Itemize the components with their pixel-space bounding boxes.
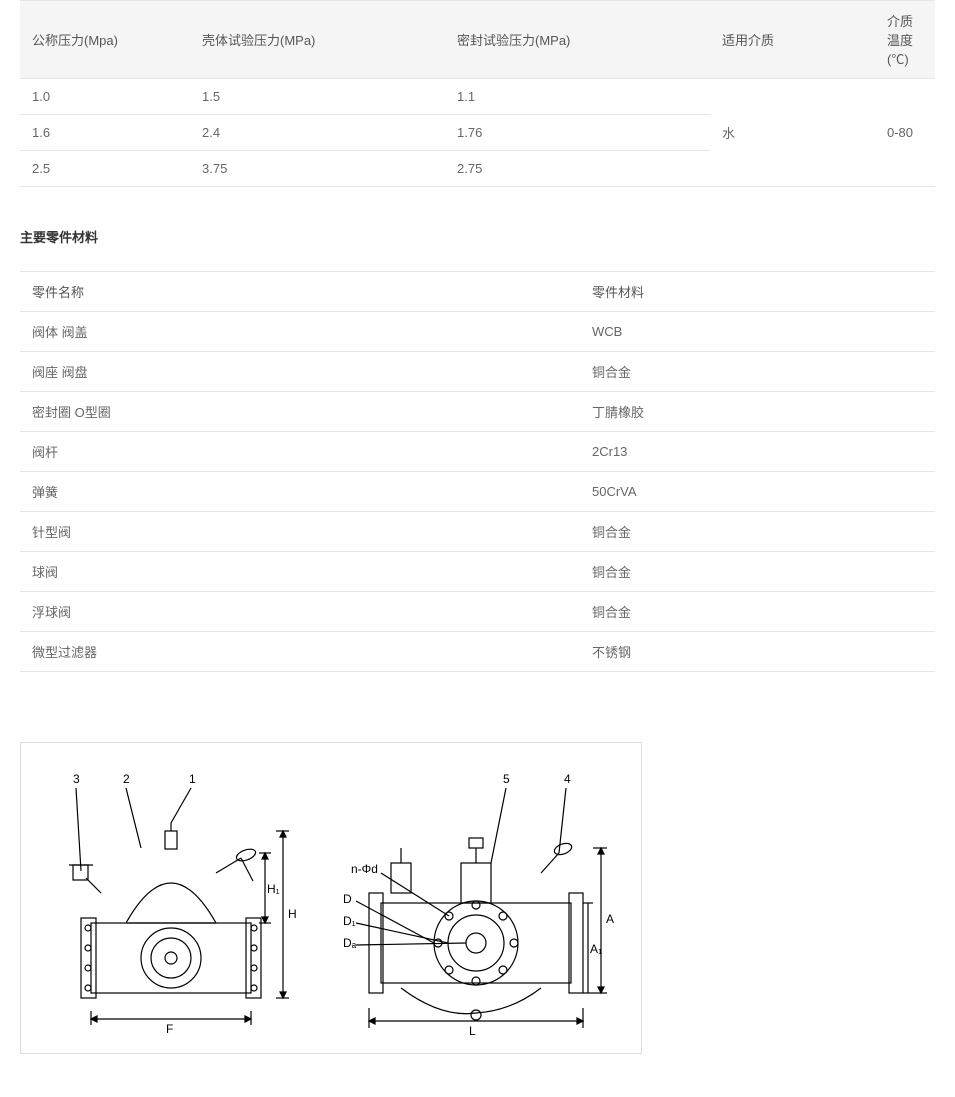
table-row: 球阀铜合金: [20, 552, 935, 592]
table-row: 针型阀铜合金: [20, 512, 935, 552]
materials-table: 零件名称 零件材料 阀体 阀盖WCB阀座 阀盘铜合金密封圈 O型圈丁腈橡胶阀杆2…: [20, 271, 935, 672]
label-H: H: [288, 907, 297, 921]
cell: 50CrVA: [580, 472, 935, 512]
table-row: 阀座 阀盘铜合金: [20, 352, 935, 392]
label-D: D: [343, 892, 352, 906]
cell: 不锈钢: [580, 632, 935, 672]
table-row: 弹簧50CrVA: [20, 472, 935, 512]
col-header: 适用介质: [710, 1, 875, 79]
cell: 铜合金: [580, 552, 935, 592]
cell: 阀杆: [20, 432, 580, 472]
cell: 铜合金: [580, 592, 935, 632]
cell: 密封圈 O型圈: [20, 392, 580, 432]
label-D2: Dₐ: [343, 936, 357, 950]
label-5: 5: [503, 772, 510, 786]
cell: 针型阀: [20, 512, 580, 552]
col-header: 公称压力(Mpa): [20, 1, 190, 79]
cell: 2.5: [20, 151, 190, 187]
materials-title: 主要零件材料: [20, 227, 935, 246]
cell: 铜合金: [580, 352, 935, 392]
cell: 1.1: [445, 79, 710, 115]
label-D1: D₁: [343, 914, 356, 928]
table-header-row: 零件名称 零件材料: [20, 272, 935, 312]
cell: 铜合金: [580, 512, 935, 552]
label-A: A: [606, 912, 614, 926]
label-4: 4: [564, 772, 571, 786]
cell: 2.75: [445, 151, 710, 187]
valve-diagram: 3 2 1 H H₁ F 5 4 L A A₁ D D₁ Dₐ n-Φd: [31, 753, 631, 1043]
cell: WCB: [580, 312, 935, 352]
valve-diagram-container: 3 2 1 H H₁ F 5 4 L A A₁ D D₁ Dₐ n-Φd: [20, 742, 642, 1054]
table-row: 阀体 阀盖WCB: [20, 312, 935, 352]
cell: 1.6: [20, 115, 190, 151]
cell: 2Cr13: [580, 432, 935, 472]
cell: 3.75: [190, 151, 445, 187]
table-header-row: 公称压力(Mpa) 壳体试验压力(MPa) 密封试验压力(MPa) 适用介质 介…: [20, 1, 935, 79]
cell: 浮球阀: [20, 592, 580, 632]
label-1: 1: [189, 772, 196, 786]
cell: 微型过滤器: [20, 632, 580, 672]
cell: 丁腈橡胶: [580, 392, 935, 432]
col-header: 零件材料: [580, 272, 935, 312]
col-header: 零件名称: [20, 272, 580, 312]
cell: 1.0: [20, 79, 190, 115]
table-row: 浮球阀铜合金: [20, 592, 935, 632]
label-2: 2: [123, 772, 130, 786]
col-header: 壳体试验压力(MPa): [190, 1, 445, 79]
table-row: 阀杆2Cr13: [20, 432, 935, 472]
label-L: L: [469, 1024, 476, 1038]
col-header: 介质温度(℃): [875, 1, 935, 79]
cell: 球阀: [20, 552, 580, 592]
label-nphi: n-Φd: [351, 862, 378, 876]
table-row: 微型过滤器不锈钢: [20, 632, 935, 672]
cell-medium: 水: [710, 79, 875, 187]
label-3: 3: [73, 772, 80, 786]
cell: 1.76: [445, 115, 710, 151]
cell: 弹簧: [20, 472, 580, 512]
col-header: 密封试验压力(MPa): [445, 1, 710, 79]
table-row: 密封圈 O型圈丁腈橡胶: [20, 392, 935, 432]
label-A1: A₁: [590, 942, 602, 956]
label-H1: H₁: [267, 882, 280, 896]
cell-temp: 0-80: [875, 79, 935, 187]
cell: 阀座 阀盘: [20, 352, 580, 392]
label-F: F: [166, 1022, 173, 1036]
cell: 阀体 阀盖: [20, 312, 580, 352]
table-row: 1.0 1.5 1.1 水 0-80: [20, 79, 935, 115]
cell: 1.5: [190, 79, 445, 115]
cell: 2.4: [190, 115, 445, 151]
pressure-table: 公称压力(Mpa) 壳体试验压力(MPa) 密封试验压力(MPa) 适用介质 介…: [20, 0, 935, 187]
